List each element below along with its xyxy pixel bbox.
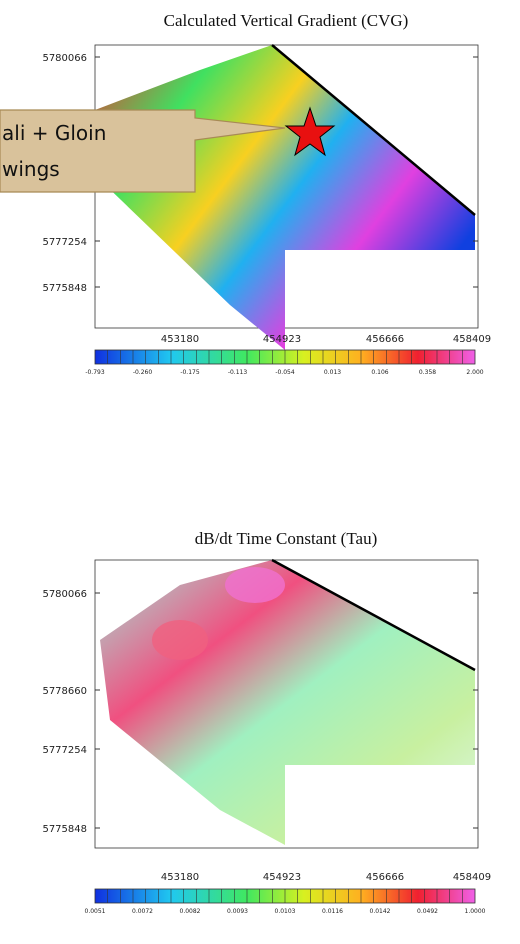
map-frame (94, 559, 479, 849)
colorbar-label: 0.358 (419, 369, 436, 376)
colorbar-label: -0.793 (85, 369, 105, 376)
colorbar-label: 0.0103 (275, 908, 296, 915)
x-label: 453180 (161, 872, 199, 883)
anomaly (152, 620, 208, 660)
colorbar-label: 0.0082 (180, 908, 201, 915)
x-label: 458409 (453, 334, 491, 345)
y-label: 5775848 (42, 283, 87, 294)
callout-box (0, 109, 286, 193)
x-label: 454923 (263, 872, 301, 883)
x-label: 458409 (453, 872, 491, 883)
colorbar-label: 0.0051 (85, 908, 106, 915)
colorbar-label: 0.0072 (132, 908, 153, 915)
y-label: 5777254 (42, 237, 87, 248)
colorbar-label: 0.013 (324, 369, 341, 376)
colorbar-label: -0.113 (228, 369, 248, 376)
flight-line (271, 558, 476, 672)
y-label: 5775848 (42, 824, 87, 835)
colorbar-label: 0.106 (371, 369, 388, 376)
x-label: 456666 (366, 872, 404, 883)
y-label: 5778660 (42, 686, 87, 697)
colorbar-label: 0.0116 (322, 908, 343, 915)
anomaly (225, 567, 285, 603)
colorbar-label: -0.054 (275, 369, 295, 376)
x-label: 453180 (161, 334, 199, 345)
x-label: 456666 (366, 334, 404, 345)
callout-text: wings (2, 157, 60, 181)
panel-title: Calculated Vertical Gradient (CVG) (164, 11, 409, 30)
colorbar-label: 0.0492 (417, 908, 438, 915)
tau-map (100, 560, 475, 845)
callout-text: ali + Gloin (2, 121, 106, 145)
y-label: 5780066 (42, 53, 87, 64)
colorbar-label: 1.0000 (465, 908, 486, 915)
colorbar-label: 0.0093 (227, 908, 248, 915)
y-label: 5780066 (42, 589, 87, 600)
colorbar-label: 0.0142 (370, 908, 391, 915)
flight-line (271, 44, 476, 216)
colorbar-label: -0.175 (180, 369, 200, 376)
colorbar-label: 2.000 (466, 369, 483, 376)
colorbar-label: -0.260 (133, 369, 153, 376)
y-label: 5777254 (42, 745, 87, 756)
x-label: 454923 (263, 334, 301, 345)
panel-title: dB/dt Time Constant (Tau) (195, 529, 378, 548)
star-marker (284, 106, 336, 157)
cvg-map (95, 45, 475, 350)
